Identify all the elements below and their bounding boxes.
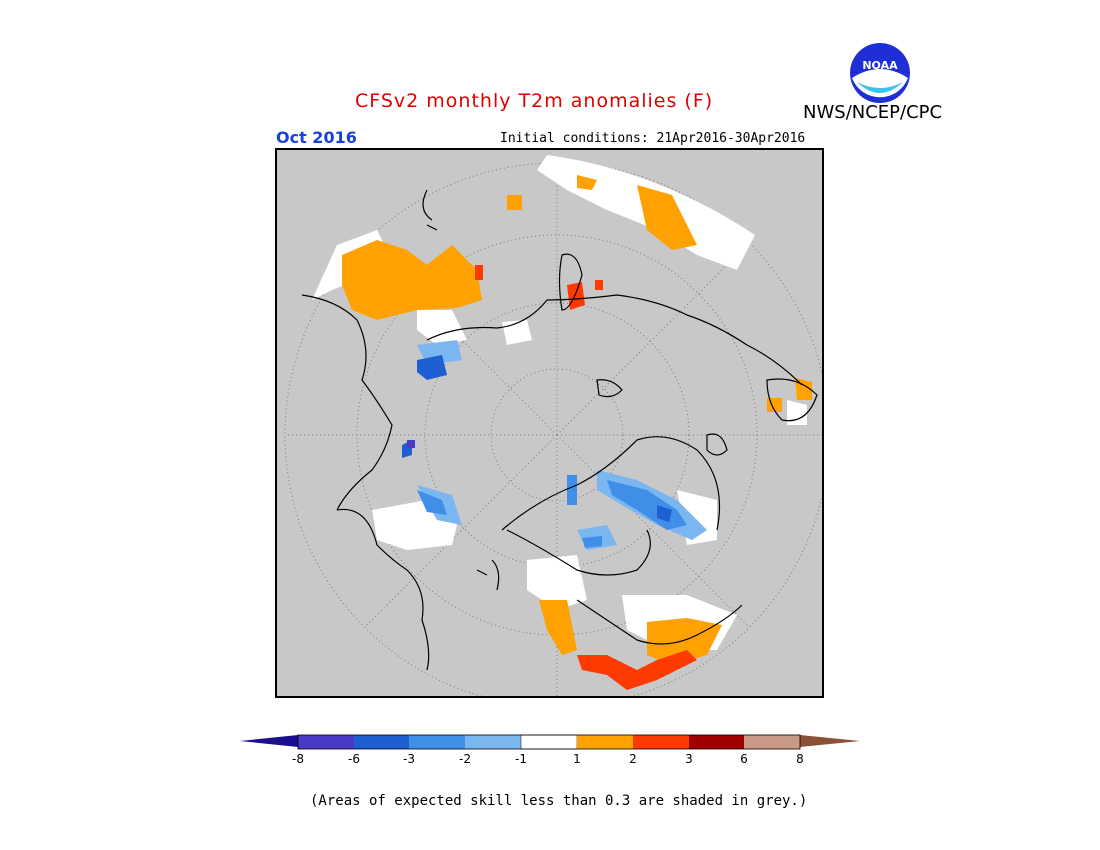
colorbar-segment xyxy=(744,735,800,749)
colorbar-tick: 3 xyxy=(685,752,693,766)
svg-text:NOAA: NOAA xyxy=(862,59,898,72)
colorbar-tick: -2 xyxy=(459,752,471,766)
skill-footnote: (Areas of expected skill less than 0.3 a… xyxy=(310,793,808,809)
map-canvas xyxy=(284,155,822,696)
colorbar-tick: 2 xyxy=(629,752,637,766)
forecast-month: Oct 2016 xyxy=(276,128,357,147)
colorbar-tick: 8 xyxy=(796,752,804,766)
anomaly-darkblue-regions xyxy=(402,355,672,522)
colorbar-segment xyxy=(577,735,633,749)
colorbar-segment xyxy=(633,735,689,749)
agency-label: NWS/NCEP/CPC xyxy=(803,102,943,123)
colorbar-segment xyxy=(465,735,521,749)
colorbar-overflow-arrow xyxy=(800,735,860,747)
colorbar-tick: 6 xyxy=(740,752,748,766)
colorbar-segment xyxy=(689,735,744,749)
longitude-lines xyxy=(285,163,822,696)
colorbar-segment xyxy=(354,735,409,749)
anomaly-white-regions xyxy=(312,155,807,650)
noaa-logo: NOAA xyxy=(850,43,910,103)
colorbar-segment xyxy=(409,735,465,749)
colorbar-tick: -1 xyxy=(515,752,527,766)
chart-title: CFSv2 monthly T2m anomalies (F) xyxy=(355,90,714,112)
colorbar-segment xyxy=(298,735,354,749)
colorbar-tick: -8 xyxy=(292,752,304,766)
anomaly-purple-regions xyxy=(407,440,415,448)
colorbar-tick: -6 xyxy=(348,752,360,766)
polar-map xyxy=(275,148,824,698)
colorbar-underflow-arrow xyxy=(240,735,298,747)
colorbar xyxy=(240,734,860,750)
coastlines xyxy=(301,189,818,671)
colorbar-tick: -3 xyxy=(403,752,415,766)
anomaly-orange-regions xyxy=(342,175,812,665)
colorbar-segment xyxy=(520,734,578,750)
colorbar-tick: 1 xyxy=(573,752,581,766)
initial-conditions: Initial conditions: 21Apr2016-30Apr2016 xyxy=(500,131,806,146)
